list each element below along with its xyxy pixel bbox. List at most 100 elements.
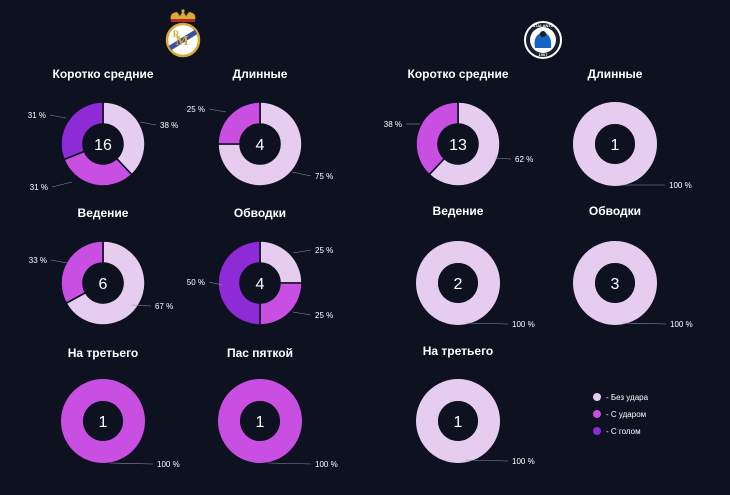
donut-hole <box>83 263 123 303</box>
legend-swatch <box>593 393 601 401</box>
atalanta-crest-text-bottom: 1907 <box>539 52 549 57</box>
slice-percent-label: 38 % <box>384 120 402 129</box>
donut-hole <box>595 124 635 164</box>
atalanta-crest-text-top: ATALANTA <box>533 23 554 28</box>
donut-center-value: 4 <box>256 137 265 154</box>
donut-chart: На третьего 100 % 1 <box>416 344 535 466</box>
slice-percent-label: 100 % <box>512 457 535 466</box>
slice-percent-label: 33 % <box>29 256 47 265</box>
donut-chart: Коротко средние 38 % 31 % 31 % 16 <box>28 67 178 192</box>
donut-center-value: 6 <box>99 276 108 293</box>
donut-hole <box>438 124 478 164</box>
donut-hole <box>438 263 478 303</box>
legend-item: - С голом <box>593 427 641 436</box>
donut-chart: Обводки 25 % 25 % 50 % 4 <box>187 206 333 326</box>
label-leader-line <box>51 181 73 188</box>
slice-percent-label: 100 % <box>157 460 180 469</box>
donut-center-value: 1 <box>99 414 108 431</box>
donut-slice <box>218 379 302 463</box>
donut-center-value: 4 <box>256 276 265 293</box>
donut-hole <box>240 263 280 303</box>
donut-hole <box>438 401 478 441</box>
chart-title: Пас пяткой <box>227 346 293 360</box>
donut-center-value: 1 <box>454 414 463 431</box>
label-leader-line <box>621 322 667 325</box>
donut-center-value: 13 <box>449 137 467 154</box>
donut-center-value: 1 <box>611 137 620 154</box>
label-leader-line <box>208 108 227 113</box>
donut-chart: Коротко средние 62 % 38 % 13 <box>384 67 533 187</box>
chart-title: Длинные <box>233 67 288 81</box>
slice-percent-label: 50 % <box>187 278 205 287</box>
label-leader-line <box>464 322 509 325</box>
donut-hole <box>83 401 123 441</box>
donut-chart: Обводки 100 % 3 <box>573 204 693 329</box>
label-leader-line <box>292 311 312 316</box>
label-leader-line <box>131 304 152 307</box>
legend-label: - С ударом <box>606 410 646 419</box>
label-leader-line <box>109 462 154 465</box>
legend-item: - С ударом <box>593 410 646 419</box>
slice-percent-label: 25 % <box>315 246 333 255</box>
donut-hole <box>240 401 280 441</box>
legend-swatch <box>593 427 601 435</box>
chart-title: Обводки <box>589 204 641 218</box>
legend-item: - Без удара <box>593 393 649 402</box>
svg-text:R: R <box>173 29 180 39</box>
chart-title: Ведение <box>78 206 129 220</box>
slice-percent-label: 31 % <box>28 111 46 120</box>
donut-center-value: 2 <box>454 276 463 293</box>
slice-percent-label: 100 % <box>669 181 692 190</box>
donut-slice <box>416 241 500 325</box>
slice-percent-label: 38 % <box>160 121 178 130</box>
donut-chart: Длинные 75 % 25 % 4 <box>187 67 333 187</box>
donut-hole <box>595 263 635 303</box>
donut-chart: Ведение 100 % 2 <box>416 204 535 329</box>
chart-title: На третьего <box>68 346 139 360</box>
donut-slice <box>61 379 145 463</box>
chart-title: На третьего <box>423 344 494 358</box>
real-madrid-crest-logo: M R <box>165 9 201 58</box>
label-leader-line <box>291 171 312 177</box>
donut-chart: Пас пяткой 100 % 1 <box>218 346 338 469</box>
legend: - Без удара - С ударом - С голом <box>593 393 649 436</box>
donut-center-value: 3 <box>611 276 620 293</box>
legend-label: - С голом <box>606 427 641 436</box>
donut-chart: На третьего 100 % 1 <box>61 346 180 469</box>
slice-percent-label: 25 % <box>315 311 333 320</box>
slice-percent-label: 31 % <box>30 183 48 192</box>
slice-percent-label: 62 % <box>515 155 533 164</box>
chart-title: Коротко средние <box>53 67 154 81</box>
donut-center-value: 16 <box>94 137 112 154</box>
donut-hole <box>83 124 123 164</box>
donut-chart: Длинные 100 % 1 <box>573 67 692 190</box>
slice-percent-label: 25 % <box>187 105 205 114</box>
chart-title: Ведение <box>433 204 484 218</box>
chart-title: Длинные <box>588 67 643 81</box>
label-leader-line <box>139 121 157 126</box>
slice-percent-label: 67 % <box>155 302 173 311</box>
donut-slice <box>573 102 657 186</box>
chart-title: Обводки <box>234 206 286 220</box>
chart-title: Коротко средние <box>408 67 509 81</box>
donut-hole <box>240 124 280 164</box>
donut-chart: Ведение 67 % 33 % 6 <box>29 206 173 326</box>
label-leader-line <box>267 462 312 465</box>
slice-percent-label: 100 % <box>315 460 338 469</box>
label-leader-line <box>494 157 512 160</box>
label-leader-line <box>50 259 68 264</box>
atalanta-crest-logo: ATALANTA 1907 <box>524 21 562 59</box>
donut-slice <box>573 241 657 325</box>
donut-slice <box>416 379 500 463</box>
label-leader-line <box>464 459 509 462</box>
label-leader-line <box>208 281 223 286</box>
slice-percent-label: 100 % <box>512 320 535 329</box>
donut-center-value: 1 <box>256 414 265 431</box>
legend-swatch <box>593 410 601 418</box>
legend-label: - Без удара <box>606 393 649 402</box>
label-leader-line <box>292 249 312 254</box>
slice-percent-label: 100 % <box>670 320 693 329</box>
svg-text:M: M <box>175 34 188 49</box>
